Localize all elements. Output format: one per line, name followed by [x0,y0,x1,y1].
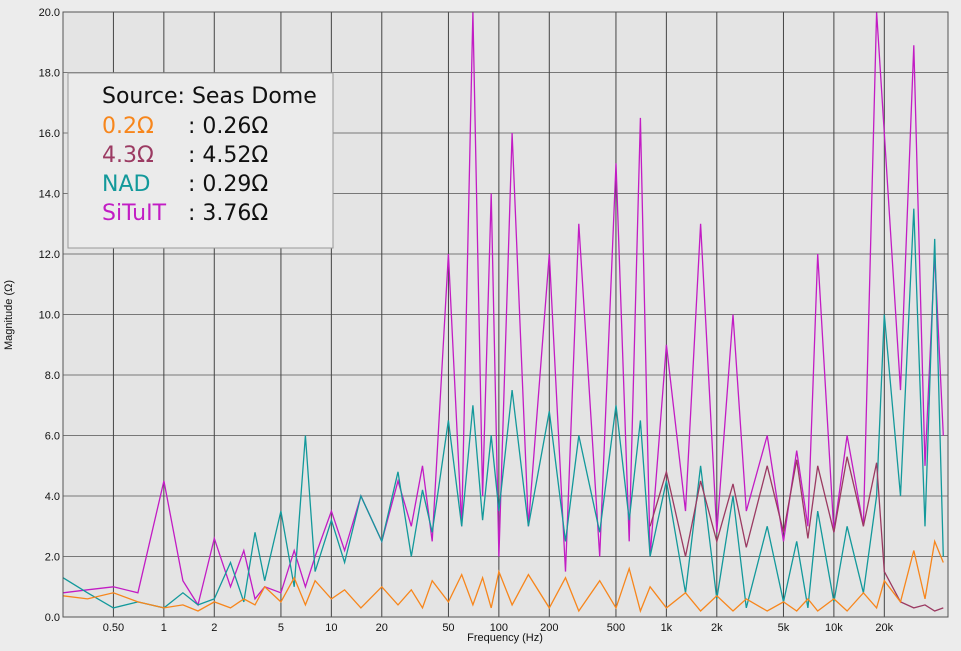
series-line [63,12,944,607]
x-tick-label: 100 [490,622,508,634]
x-tick-label: 1 [161,622,167,634]
x-tick-label: 10k [825,622,843,634]
legend-name: 4.3Ω [102,143,154,168]
legend-name: NAD [102,172,150,197]
x-tick-label: 5 [278,622,284,634]
legend-value: : 0.26Ω [188,114,268,139]
x-tick-label: 1k [661,622,673,634]
plot-frame [62,11,949,618]
x-tick-label: 20 [376,622,388,634]
legend-title: Source: Seas Dome [102,84,317,109]
legend-name: 0.2Ω [102,114,154,139]
x-tick-label: 50 [442,622,454,634]
x-tick-label: 2 [211,622,217,634]
labels: 0.0 2.0 4.0 6.0 8.0 10.0 12.0 14.0 16.0 18.0 20.0 0… [39,7,894,634]
x-tick-label: 10 [325,622,337,634]
y-tick-label: 20.0 [39,7,60,19]
x-tick-label: 2k [711,622,723,634]
y-tick-label: 0.0 [45,612,60,624]
y-tick-label: 4.0 [45,491,60,503]
legend-box [67,72,334,249]
y-tick-label: 10.0 [39,310,60,322]
legend-name: SiTuIT [102,201,167,226]
x-tick-label: 500 [607,622,625,634]
legend-value: : 4.52Ω [188,143,268,168]
legend-value: : 3.76Ω [188,201,268,226]
legend: 0.2Ω : 0.26Ω 4.3Ω : 4.52Ω NAD : 0.29Ω SiTuIT : … [102,114,268,226]
x-tick-label: 5k [778,622,790,634]
x-tick-label: 20k [875,622,893,634]
y-tick-label: 14.0 [39,189,60,201]
y-tick-label: 8.0 [45,370,60,382]
y-tick-label: 16.0 [39,128,60,140]
y-tick-label: 6.0 [45,431,60,443]
y-tick-label: 2.0 [45,552,60,564]
x-tick-label: 200 [540,622,558,634]
series-line [63,539,944,614]
y-axis-label: Magnitude (Ω) [3,280,15,350]
x-tick-label: 0.50 [103,622,124,634]
x-axis-label: Frequency (Hz) [467,632,543,644]
y-tick-label: 18.0 [39,68,60,80]
series-line [649,456,944,612]
y-tick-label: 12.0 [39,249,60,261]
series-line [63,208,944,609]
lines [63,12,944,614]
legend-value: : 0.29Ω [188,172,268,197]
